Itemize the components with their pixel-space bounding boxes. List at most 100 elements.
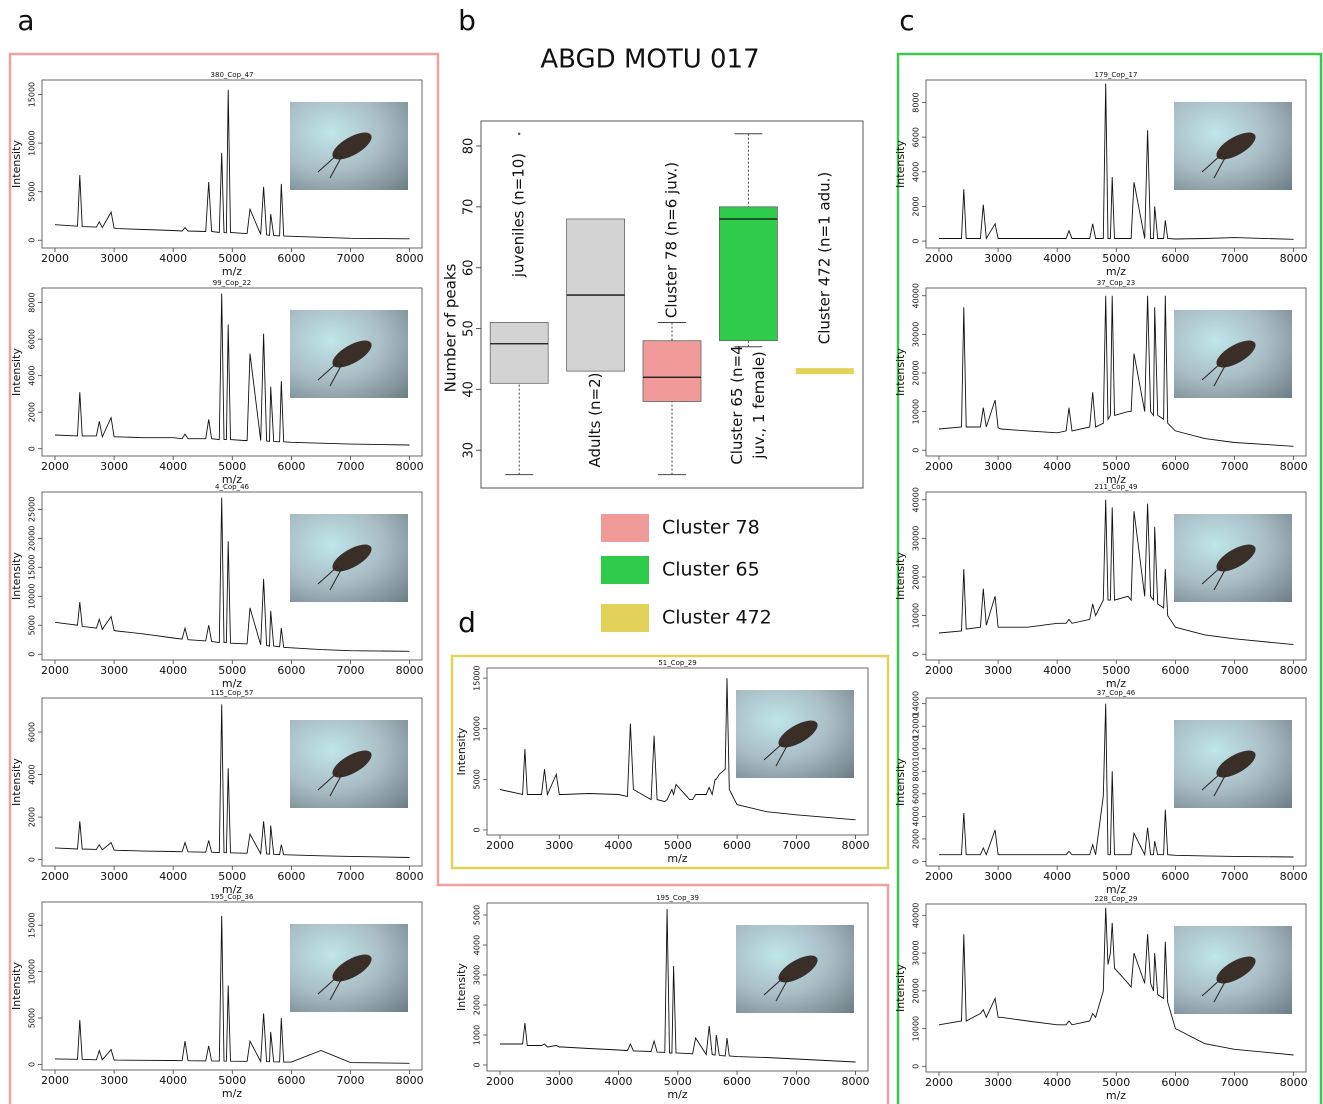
specimen-photo: [736, 690, 854, 778]
x-tick-label: 2000: [925, 664, 953, 677]
y-tick-label: 0: [28, 238, 37, 243]
x-axis-label: m/z: [667, 852, 687, 865]
y-tick-label: 6000: [28, 329, 37, 349]
y-tick-label: 10000: [912, 603, 921, 628]
x-tick-label: 5000: [1102, 870, 1130, 883]
y-tick-label: 30000: [912, 322, 921, 347]
x-tick-label: 2000: [41, 252, 69, 265]
x-tick-label: 4000: [1043, 664, 1071, 677]
y-tick-label: 10000: [28, 959, 37, 984]
x-tick-label: 8000: [1280, 252, 1308, 265]
x-tick-label: 5000: [1102, 1076, 1130, 1089]
x-tick-label: 5000: [218, 664, 246, 677]
y-axis-label: Number of peaks: [442, 263, 460, 392]
panel-label: b: [458, 4, 476, 37]
y-tick-label: 0: [912, 859, 921, 864]
x-tick-label: 6000: [1161, 664, 1189, 677]
y-axis-label: Intensity: [894, 964, 907, 1012]
category-label: Cluster 472 (n=1 adu.): [815, 172, 833, 345]
y-tick-label: 30000: [912, 526, 921, 551]
y-tick-label: 0: [912, 1064, 921, 1069]
legend-label: Cluster 65: [662, 559, 760, 581]
legend-swatch: [601, 556, 649, 584]
y-axis-label: Intensity: [455, 727, 468, 775]
x-tick-label: 7000: [1220, 252, 1248, 265]
x-tick-label: 4000: [159, 870, 187, 883]
box: [643, 341, 701, 402]
x-tick-label: 8000: [396, 870, 424, 883]
x-tick-label: 2000: [41, 664, 69, 677]
median: [796, 368, 854, 374]
y-tick-label: 3000: [473, 965, 482, 985]
legend-label: Cluster 78: [662, 517, 760, 539]
x-tick-label: 3000: [984, 252, 1012, 265]
x-tick-label: 4000: [159, 664, 187, 677]
y-tick-label: 0: [912, 652, 921, 657]
x-tick-label: 4000: [1043, 870, 1071, 883]
chart-title: 195_Cop_39: [656, 894, 699, 902]
x-tick-label: 5000: [1102, 252, 1130, 265]
y-tick-label: 25000: [28, 497, 37, 522]
chart-title: 380_Cop_47: [211, 71, 254, 79]
y-tick-label: 2000: [912, 829, 921, 849]
y-axis-label: Intensity: [10, 140, 23, 188]
x-tick-label: 8000: [1280, 664, 1308, 677]
x-tick-label: 3000: [545, 1075, 573, 1088]
specimen-photo: [290, 924, 408, 1012]
x-tick-label: 4000: [159, 252, 187, 265]
y-tick-label: 40000: [912, 487, 921, 512]
y-tick-label: 40000: [912, 283, 921, 308]
y-axis-label: Intensity: [10, 962, 23, 1010]
y-tick-label: 1000: [473, 1025, 482, 1045]
x-tick-label: 6000: [277, 870, 305, 883]
chart-title: 99_Cop_22: [213, 279, 251, 287]
y-tick-label: 5000: [28, 1008, 37, 1028]
specimen-photo: [736, 925, 854, 1013]
x-tick-label: 4000: [1043, 460, 1071, 473]
x-tick-label: 8000: [1280, 460, 1308, 473]
panel-label: d: [458, 606, 476, 639]
outlier: [518, 133, 520, 135]
figure: a b c d 380_Cop_472000300040005000600070…: [0, 0, 1323, 1104]
x-tick-label: 7000: [336, 664, 364, 677]
x-tick-label: 8000: [396, 664, 424, 677]
y-tick-label: 0: [28, 446, 37, 451]
x-axis-label: m/z: [667, 1088, 687, 1101]
y-tick-label: 15000: [28, 912, 37, 937]
x-tick-label: 4000: [605, 1075, 633, 1088]
specimen-photo: [290, 310, 408, 398]
x-tick-label: 2000: [41, 460, 69, 473]
x-tick-label: 8000: [842, 1075, 870, 1088]
y-tick-label: 4000: [28, 365, 37, 385]
category-label: juveniles (n=10): [510, 153, 528, 278]
y-tick-label: 2000: [28, 402, 37, 422]
x-tick-label: 5000: [1102, 460, 1130, 473]
y-axis-label: Intensity: [894, 348, 907, 396]
x-tick-label: 6000: [1161, 252, 1189, 265]
x-tick-label: 7000: [336, 870, 364, 883]
y-tick-label: 4000: [912, 806, 921, 826]
y-axis-label: Intensity: [894, 758, 907, 806]
x-tick-label: 2000: [486, 1075, 514, 1088]
y-tick-label: 14000: [912, 691, 921, 716]
y-tick-label: 0: [473, 827, 482, 832]
x-axis-label: m/z: [222, 265, 242, 278]
x-tick-label: 6000: [277, 460, 305, 473]
chart-title: 37_Cop_46: [1097, 689, 1136, 697]
x-tick-label: 6000: [277, 1074, 305, 1087]
specimen-photo: [1174, 310, 1292, 398]
specimen-photo: [1174, 926, 1292, 1014]
x-tick-label: 5000: [1102, 664, 1130, 677]
y-tick-label: 8000: [28, 292, 37, 312]
specimen-photo: [290, 720, 408, 808]
x-tick-label: 2000: [41, 1074, 69, 1087]
category-label: juv., 1 female): [750, 351, 768, 460]
y-axis-label: Intensity: [894, 552, 907, 600]
x-tick-label: 2000: [925, 870, 953, 883]
y-axis-label: Intensity: [455, 963, 468, 1011]
y-tick-label: 0: [28, 1062, 37, 1067]
y-tick-label: 20000: [28, 526, 37, 551]
x-tick-label: 5000: [218, 252, 246, 265]
x-tick-label: 6000: [1161, 460, 1189, 473]
y-tick-label: 4000: [28, 764, 37, 784]
